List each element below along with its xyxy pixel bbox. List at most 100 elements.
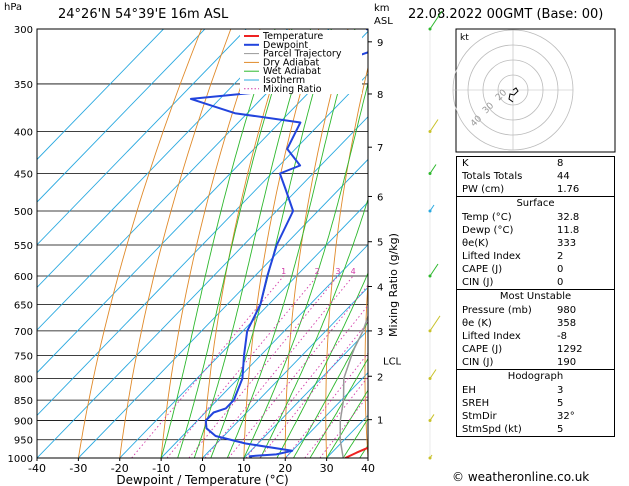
dry-adiabat-line bbox=[403, 29, 436, 458]
mixing-ratio-label: 2 bbox=[315, 267, 320, 276]
table-row-value: 333 bbox=[557, 238, 577, 249]
table-row-value: 190 bbox=[557, 357, 577, 368]
mixing-ratio-label: 20 bbox=[442, 267, 452, 276]
mixing-ratio-axis-label: Mixing Ratio (g/kg) bbox=[387, 233, 400, 337]
table-row-label: Pressure (mb) bbox=[462, 305, 532, 316]
temp-tick-label: 20 bbox=[278, 462, 292, 475]
temp-tick-label: -30 bbox=[69, 462, 87, 475]
copyright-footer: © weatheronline.co.uk bbox=[452, 470, 590, 484]
table-row: CIN (J) 0 bbox=[457, 276, 614, 289]
table-row: θe(K) 333 bbox=[457, 237, 614, 250]
km-tick-label: 7 bbox=[377, 143, 383, 154]
temp-tick-label: 40 bbox=[361, 462, 375, 475]
table-row: Lifted Index -8 bbox=[457, 330, 614, 343]
table-row: PW (cm) 1.76 bbox=[457, 183, 614, 196]
table-row-label: θe(K) bbox=[462, 238, 489, 249]
km-tick-label: 5 bbox=[377, 238, 383, 249]
table-row: EH 3 bbox=[457, 384, 614, 397]
isotherm-line bbox=[37, 29, 247, 246]
mixing-ratio-line bbox=[259, 321, 368, 458]
mixing-ratio-label: 1 bbox=[281, 267, 286, 276]
table-row: StmDir 32° bbox=[457, 410, 614, 423]
wet-adiabat-line bbox=[276, 271, 368, 458]
isotherm-line bbox=[37, 29, 330, 331]
isotherm-line bbox=[284, 372, 368, 458]
wind-barb bbox=[429, 454, 433, 459]
table-row: Pressure (mb) 980 bbox=[457, 304, 614, 317]
table-row-value: 1.76 bbox=[557, 184, 580, 195]
km-tick-label: 8 bbox=[377, 90, 383, 101]
isotherm-line bbox=[160, 244, 368, 458]
mixing-ratio-label: 10 bbox=[400, 267, 410, 276]
temp-tick-label: 0 bbox=[199, 462, 206, 475]
dry-adiabat-line bbox=[77, 29, 202, 458]
table-row: CAPE (J) 0 bbox=[457, 263, 614, 276]
table-row-label: Totals Totals bbox=[462, 171, 523, 182]
temp-tick-label: -40 bbox=[28, 462, 46, 475]
pressure-tick-label: 850 bbox=[14, 396, 33, 407]
wind-barbs bbox=[428, 10, 443, 460]
table-row: CIN (J) 190 bbox=[457, 356, 614, 369]
pressure-tick-label: 400 bbox=[14, 128, 33, 139]
pressure-tick-label: 750 bbox=[14, 351, 33, 362]
temp-tick-label: 30 bbox=[320, 462, 334, 475]
table-row-label: CAPE (J) bbox=[462, 344, 503, 355]
mixing-ratio-label: 6 bbox=[373, 267, 378, 276]
wet-adiabat-line bbox=[259, 197, 368, 458]
pressure-tick-label: 550 bbox=[14, 241, 33, 252]
datetime-title: 22.08.2022 00GMT (Base: 00) bbox=[408, 7, 604, 22]
km-tick-label: 6 bbox=[377, 192, 383, 203]
chart-axes: 3003504004505005506006507007508008509009… bbox=[8, 25, 402, 486]
asl-label: ASL bbox=[374, 16, 393, 27]
table-row-label: Dewp (°C) bbox=[462, 225, 514, 236]
mixing-ratio-line bbox=[166, 275, 318, 458]
wet-adiabat-line bbox=[177, 29, 293, 458]
table-row-value: 44 bbox=[557, 171, 570, 182]
wind-barb bbox=[429, 204, 435, 212]
table-row-value: 2 bbox=[557, 251, 564, 262]
table-row: Lifted Index 2 bbox=[457, 250, 614, 263]
table-row-label: CIN (J) bbox=[462, 277, 494, 288]
table-row: Dewp (°C) 11.8 bbox=[457, 224, 614, 237]
legend-entry: Dewpoint bbox=[263, 40, 308, 51]
table-row-value: 8 bbox=[557, 158, 564, 169]
station-title: 24°26'N 54°39'E 16m ASL bbox=[58, 7, 229, 22]
table-row-value: 358 bbox=[557, 318, 577, 329]
indices-table: K 8 Totals Totals 44 PW (cm) 1.76 Surface Tem… bbox=[456, 156, 615, 437]
legend-entry: Mixing Ratio bbox=[263, 84, 322, 95]
table-row-label: StmSpd (kt) bbox=[462, 424, 522, 435]
isotherm-line bbox=[78, 158, 368, 458]
mixing-ratio-label: 4 bbox=[351, 267, 356, 276]
table-row-label: SREH bbox=[462, 398, 490, 409]
table-row: StmSpd (kt) 5 bbox=[457, 423, 614, 436]
legend-entry: Temperature bbox=[262, 31, 323, 42]
wind-barb bbox=[429, 10, 443, 30]
table-row-value: 1292 bbox=[557, 344, 583, 355]
isotherm-line bbox=[37, 73, 368, 416]
wind-barb bbox=[429, 164, 437, 174]
x-axis-label: Dewpoint / Temperature (°C) bbox=[116, 473, 288, 486]
table-row-value: 0 bbox=[557, 277, 564, 288]
dry-adiabat-line bbox=[284, 29, 349, 458]
wet-adiabat-line bbox=[193, 29, 312, 458]
table-row: θe (K) 358 bbox=[457, 317, 614, 330]
wind-barb bbox=[429, 263, 439, 277]
table-row-label: Lifted Index bbox=[462, 251, 521, 262]
pressure-tick-label: 450 bbox=[14, 169, 33, 180]
temp-tick-label: -10 bbox=[152, 462, 170, 475]
table-row-value: -8 bbox=[557, 331, 567, 342]
legend-entry: Dry Adiabat bbox=[263, 57, 320, 68]
table-row-value: 0 bbox=[557, 264, 564, 275]
km-label: km bbox=[374, 3, 390, 14]
legend-entry: Parcel Trajectory bbox=[263, 49, 342, 60]
pressure-tick-label: 800 bbox=[14, 374, 33, 385]
most-unstable-title: Most Unstable bbox=[499, 291, 572, 302]
table-row-value: 32.8 bbox=[557, 212, 580, 223]
table-row: SREH 5 bbox=[457, 397, 614, 410]
table-row-label: CAPE (J) bbox=[462, 264, 503, 275]
isotherm-line bbox=[243, 329, 368, 458]
legend-entry: Isotherm bbox=[263, 75, 305, 86]
